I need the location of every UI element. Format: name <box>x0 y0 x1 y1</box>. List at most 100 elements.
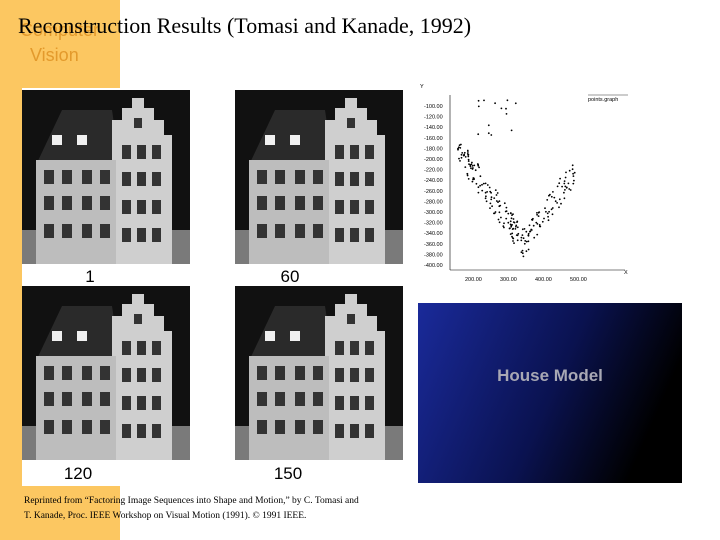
plot-dot <box>493 212 495 215</box>
plot-dot <box>572 172 574 175</box>
plot-dot <box>505 206 508 209</box>
caption: T. Kanade, Proc. IEEE Workshop on Visual… <box>24 510 306 521</box>
plot-dot <box>548 210 550 213</box>
plot-dot <box>507 221 510 224</box>
plot-dot <box>470 167 472 170</box>
plot-dot <box>532 224 535 227</box>
plot-dot <box>498 200 501 203</box>
plot-dot <box>520 239 523 242</box>
plot-dot <box>538 225 541 228</box>
x-tick-label: 400.00 <box>535 277 552 283</box>
plot-dot <box>504 210 507 213</box>
plot-dot <box>512 213 514 216</box>
plot-dot <box>490 196 493 199</box>
plot-dot <box>486 191 488 193</box>
y-tick-label: -240.00 <box>424 178 443 184</box>
plot-dot <box>489 207 491 210</box>
plot-dot <box>481 189 484 192</box>
plot-dot <box>477 163 479 166</box>
plot-dot <box>546 199 549 201</box>
house-image <box>235 286 403 460</box>
plot-dot <box>558 198 561 201</box>
plot-dot <box>459 160 461 162</box>
plot-dot <box>498 211 501 214</box>
plot-dot <box>509 233 512 236</box>
plot-dot <box>523 242 526 245</box>
plot-dot <box>521 249 524 252</box>
x-tick-label: 500.00 <box>570 277 587 283</box>
plot-dot <box>509 223 512 226</box>
plot-dot <box>507 212 510 215</box>
plot-dot <box>505 217 508 220</box>
plot-dot <box>458 144 461 147</box>
plot-dot <box>471 161 473 164</box>
plot-dot <box>496 192 499 194</box>
plot-dot <box>495 194 498 196</box>
frame-label: 120 <box>64 464 92 483</box>
plot-dot <box>484 197 487 200</box>
plot-dot <box>473 164 476 167</box>
plot-dot <box>560 202 562 205</box>
plot-dot <box>547 215 549 218</box>
plot-dot <box>510 129 513 132</box>
plot-dot <box>531 218 533 221</box>
plot-dot <box>510 225 513 228</box>
plot-dot <box>564 189 566 191</box>
plot-dot <box>552 191 554 193</box>
plot-dot <box>522 255 525 258</box>
plot-dot <box>502 225 505 228</box>
plot-dot <box>494 189 497 192</box>
plot-dot <box>512 218 515 220</box>
model-title: House Model <box>497 366 603 385</box>
plot-dot <box>500 107 503 110</box>
plot-dot <box>497 218 500 221</box>
plot-dot <box>489 202 492 205</box>
plot-dot <box>543 217 545 220</box>
frame-label: 1 <box>85 267 94 286</box>
y-tick-label: -360.00 <box>424 242 443 248</box>
plot-dot <box>467 178 470 180</box>
plot-dot <box>478 166 480 169</box>
plot-dot <box>551 213 554 216</box>
plot-dot <box>509 220 512 223</box>
plot-dot <box>494 211 497 213</box>
plot-dot <box>503 222 505 225</box>
y-tick-label: -380.00 <box>424 252 443 258</box>
frame-label: 60 <box>281 267 300 286</box>
plot-dot <box>511 235 513 238</box>
plot-dot <box>530 229 533 231</box>
frame-grid: 1 60 120 150 <box>22 88 403 486</box>
plot-dot <box>547 219 550 222</box>
plot-dot <box>536 213 538 216</box>
plot-dot <box>525 230 528 233</box>
plot-dot <box>512 221 515 224</box>
plot-dot <box>477 99 480 102</box>
plot-dot <box>467 158 470 161</box>
plot-dot <box>484 191 487 194</box>
plot-dot <box>568 188 571 190</box>
y-tick-label: -100.00 <box>424 104 443 110</box>
plot-dot <box>516 234 519 237</box>
brand: Vision <box>30 45 79 65</box>
y-tick-label: -200.00 <box>424 157 443 163</box>
plot-dot <box>551 207 554 209</box>
plot-dot <box>537 215 540 218</box>
y-tick-label: -220.00 <box>424 168 443 174</box>
plot-dot <box>527 234 530 237</box>
plot-dot <box>529 230 531 233</box>
plot-dot <box>538 224 541 226</box>
plot-dot <box>498 205 501 208</box>
plot-dot <box>474 169 477 172</box>
plot-dot <box>488 186 491 189</box>
plot-dot <box>571 168 574 171</box>
plot-dot <box>571 164 574 167</box>
plot-dot <box>520 251 523 254</box>
slide-title: Reconstruction Results (Tomasi and Kanad… <box>18 13 471 38</box>
plot-dot <box>477 186 480 189</box>
axis-label: Y <box>420 84 424 90</box>
plot-dot <box>498 221 501 224</box>
plot-dot <box>466 174 469 177</box>
house-image <box>235 90 403 264</box>
plot-dot <box>513 242 515 245</box>
plot-dot <box>477 105 480 108</box>
